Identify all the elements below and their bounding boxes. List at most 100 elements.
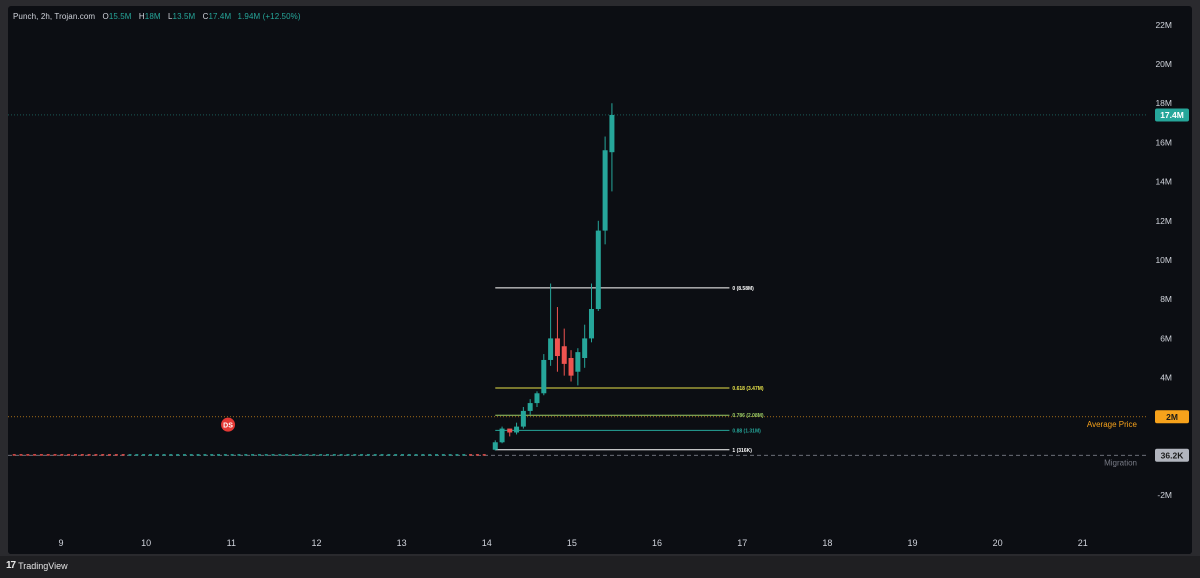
candle-body[interactable] — [520, 410, 526, 427]
fib-level-label: 1 (316K) — [732, 448, 752, 454]
time-tick-label: 15 — [567, 538, 577, 548]
fib-level-label: 0 (8.58M) — [732, 286, 754, 292]
prelaunch-candle — [217, 454, 221, 456]
tradingview-logo-icon: 17 — [6, 560, 16, 571]
price-tick-label: 20M — [1155, 59, 1172, 69]
prelaunch-candle — [305, 454, 309, 456]
prelaunch-candle — [475, 454, 479, 456]
candle-body[interactable] — [595, 230, 601, 309]
prelaunch-candle — [46, 454, 50, 456]
low-label: L — [167, 12, 173, 21]
price-tick-label: 10M — [1155, 255, 1172, 265]
prelaunch-candle — [469, 454, 473, 456]
candle-body[interactable] — [561, 346, 567, 364]
prelaunch-candle — [319, 454, 323, 456]
candle-body[interactable] — [602, 150, 608, 231]
candle-body[interactable] — [534, 393, 540, 404]
prelaunch-candle — [373, 454, 377, 456]
tradingview-logo-text: TradingView — [18, 560, 68, 571]
low-value: 13.5M — [172, 12, 196, 21]
prelaunch-candle — [73, 454, 77, 456]
prelaunch-candle — [312, 454, 316, 456]
prelaunch-candle — [257, 454, 261, 456]
prelaunch-candle — [339, 454, 343, 456]
prelaunch-candle — [33, 454, 37, 456]
time-tick-label: 9 — [58, 538, 63, 548]
prelaunch-candle — [360, 454, 364, 456]
candle-body[interactable] — [499, 428, 505, 443]
time-tick-label: 11 — [227, 538, 236, 548]
prelaunch-candle — [346, 454, 350, 456]
time-tick-label: 10 — [141, 538, 151, 548]
ds-marker-icon[interactable] — [221, 417, 236, 432]
fib-level-label: 0.618 (3.47M) — [732, 386, 763, 392]
candle-body[interactable] — [582, 338, 588, 358]
candle-body[interactable] — [588, 309, 594, 339]
prelaunch-candle — [400, 454, 404, 456]
prelaunch-candle — [53, 454, 57, 456]
prelaunch-candle — [182, 454, 186, 456]
prelaunch-candle — [12, 454, 16, 456]
prelaunch-candle — [332, 454, 336, 456]
prelaunch-candle — [448, 454, 452, 456]
prelaunch-candle — [428, 454, 432, 456]
price-tick-label: -2M — [1157, 490, 1172, 500]
time-tick-label: 21 — [1078, 538, 1088, 548]
prelaunch-candle — [203, 454, 207, 456]
candle-body[interactable] — [527, 403, 533, 411]
candle-body[interactable] — [568, 358, 574, 376]
prelaunch-candle — [67, 454, 71, 456]
candle-body[interactable] — [507, 428, 513, 433]
prelaunch-candle — [462, 454, 466, 456]
prelaunch-candle — [244, 454, 248, 456]
candle-body[interactable] — [541, 359, 547, 394]
open-value: 15.5M — [108, 12, 132, 21]
chart-area[interactable]: 22M 20M 18M 16M 14M 12M 10M 8M 6M 4M -2M 9 10 11 12 13 1… — [8, 6, 1192, 554]
prelaunch-candle — [271, 454, 275, 456]
price-tick-label: 4M — [1160, 373, 1172, 383]
prelaunch-candle — [101, 454, 105, 456]
tradingview-logo[interactable]: 17 TradingView — [6, 560, 68, 571]
prelaunch-candle — [155, 454, 159, 456]
prelaunch-candle — [169, 454, 173, 456]
prelaunch-candle — [80, 454, 84, 456]
prelaunch-candle — [176, 454, 180, 456]
prelaunch-candle — [366, 454, 370, 456]
price-tick-label: 6M — [1160, 333, 1172, 343]
prelaunch-candle — [414, 454, 418, 456]
prelaunch-candle — [121, 454, 125, 456]
prelaunch-candle — [210, 454, 214, 456]
price-tick-label: 16M — [1155, 137, 1172, 147]
prelaunch-candle — [278, 454, 282, 456]
time-tick-label: 17 — [737, 538, 747, 548]
price-chart[interactable]: 22M 20M 18M 16M 14M 12M 10M 8M 6M 4M -2M 9 10 11 12 13 1… — [8, 6, 1192, 554]
time-tick-label: 19 — [907, 538, 917, 548]
price-tick-label: 8M — [1160, 294, 1172, 304]
current-price-badge-bg — [1155, 108, 1189, 122]
prelaunch-candle — [264, 454, 268, 456]
prelaunch-candle — [189, 454, 193, 456]
candle-body[interactable] — [492, 442, 498, 450]
prelaunch-candle — [326, 454, 330, 456]
migration-badge: 36.2K — [1161, 450, 1185, 460]
symbol-legend: Punch, 2h, Trojan.com O15.5M H18M L13.5M… — [13, 12, 301, 21]
prelaunch-candle — [60, 454, 64, 456]
prelaunch-candle — [230, 454, 234, 456]
prelaunch-candle — [39, 454, 43, 456]
candle-body[interactable] — [514, 426, 520, 433]
average-price-badge-bg — [1155, 410, 1189, 424]
candle-body[interactable] — [575, 352, 581, 372]
prelaunch-candle — [251, 454, 255, 456]
prelaunch-candle — [482, 454, 486, 456]
candle-body[interactable] — [609, 114, 615, 153]
candle-body[interactable] — [554, 338, 560, 357]
price-tick-label: 18M — [1155, 98, 1172, 108]
symbol-name[interactable]: Punch, 2h, Trojan.com — [13, 12, 96, 21]
time-tick-label: 14 — [482, 538, 492, 548]
prelaunch-candle — [142, 454, 146, 456]
candle-body[interactable] — [548, 338, 554, 360]
prelaunch-candle — [421, 454, 425, 456]
prelaunch-candle — [196, 454, 200, 456]
prelaunch-candle — [87, 454, 91, 456]
prelaunch-candle — [353, 454, 357, 456]
